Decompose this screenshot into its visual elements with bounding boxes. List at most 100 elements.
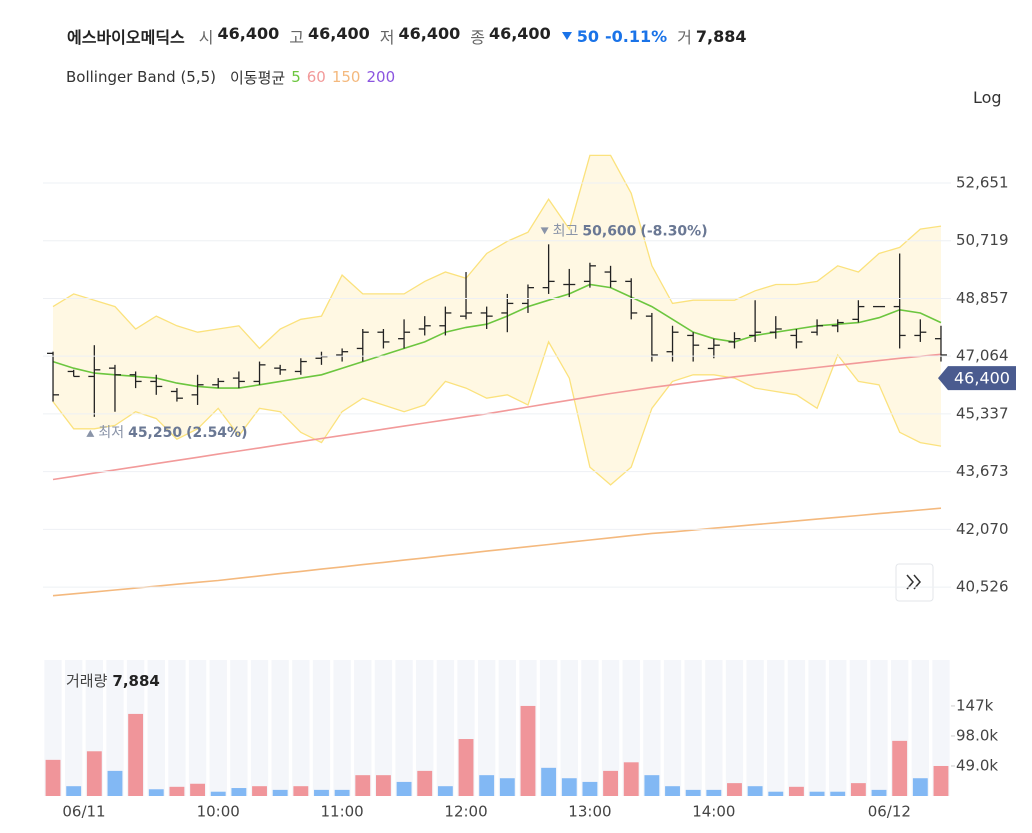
volume-column-bg [147, 660, 165, 796]
volume-column-bg [209, 660, 227, 796]
volume-bar [933, 765, 949, 796]
ma-line [52, 283, 942, 389]
volume-column-bg [684, 660, 702, 796]
volume-column-bg [292, 660, 310, 796]
down-arrow [561, 32, 572, 40]
volume-bar [479, 775, 495, 796]
volume-bar [912, 778, 928, 796]
quote-label: 고 [289, 28, 304, 47]
quote-items: 시 46,400 고 46,400 저 46,400 종 46,400 [199, 24, 561, 48]
annotation-part: 45,250 [128, 425, 182, 441]
volume-bar [850, 783, 866, 796]
volume-column-bg [65, 660, 83, 796]
x-tick-label: 06/11 [62, 803, 105, 821]
change-pct: -0.11% [604, 26, 668, 46]
volume-column-bg [601, 660, 620, 796]
annotation: 최저 45,250 (2.54%) [98, 425, 247, 441]
volume-column-bg [271, 660, 289, 796]
stock-name: 에스바이오메딕스 [67, 28, 185, 47]
volume-bar [86, 751, 102, 796]
volume-bar [107, 770, 123, 796]
volume-bar [665, 786, 680, 796]
volume-column-bg [911, 660, 929, 796]
annotation-part: 최저 [98, 425, 124, 441]
volume-bar [727, 783, 742, 796]
annotation-arrow [540, 227, 549, 235]
scroll-button[interactable] [895, 563, 934, 602]
volume-column-bg [333, 660, 351, 796]
y-tick-label: 43,673 [956, 462, 1009, 480]
ma-line [52, 507, 942, 597]
y-tick-label: 48,857 [956, 289, 1009, 307]
volume-bar [768, 791, 784, 796]
quote-value: 46,400 [307, 24, 370, 43]
volume-value: 7,884 [695, 26, 747, 46]
x-tick-label: 10:00 [197, 803, 240, 821]
volume-column-bg [622, 660, 640, 796]
annotation-part: (-8.30%) [640, 223, 707, 239]
volume-tick-label: 147k [956, 696, 994, 714]
volume-column-bg [478, 660, 496, 796]
volume-bar [375, 775, 391, 796]
quote-value: 46,400 [488, 24, 551, 43]
annotation-arrow [86, 429, 95, 437]
volume-column-bg [374, 660, 393, 796]
volume-bar [623, 762, 639, 796]
volume-bar [644, 775, 660, 796]
y-tick-label: 50,719 [956, 231, 1009, 249]
x-tick-label: 13:00 [568, 803, 611, 821]
quote-label: 저 [379, 28, 395, 47]
volume-bar [685, 789, 701, 796]
volume-column-bg [436, 660, 455, 796]
volume-label: 거 [677, 28, 692, 47]
volume-bar [871, 789, 887, 796]
volume-bar [809, 791, 825, 796]
y-tick-label: 47,064 [956, 347, 1009, 365]
bollinger-lower [52, 340, 942, 486]
volume-column-bg [188, 660, 207, 796]
volume-bar [603, 770, 619, 796]
volume-column-bg [560, 660, 578, 796]
ma-legend-entry: 200 [366, 68, 396, 86]
volume-column-bg [643, 660, 661, 796]
y-tick-label: 40,526 [956, 578, 1009, 596]
volume-bar [706, 789, 722, 796]
volume-bar [830, 791, 846, 796]
volume-tick-label: 98.0k [956, 726, 998, 744]
quote-label: 시 [198, 28, 214, 47]
volume-column-bg [168, 660, 186, 796]
volume-bar [788, 786, 804, 796]
y-tick-label: 45,337 [956, 404, 1009, 422]
volume-bar [148, 789, 164, 796]
volume-bar [561, 778, 577, 796]
x-tick-label: 06/12 [868, 803, 911, 821]
annotation-part: 50,600 [582, 223, 636, 239]
volume-column-bg [725, 660, 744, 796]
volume-bar [334, 789, 350, 796]
volume-column-bg [849, 660, 868, 796]
volume-bar [231, 788, 247, 796]
legend: Bollinger Band (5,5) 이동평균 5 60 150 200 [66, 66, 401, 88]
bollinger-upper [52, 154, 942, 350]
volume-bar [437, 786, 453, 796]
ma-legend-entry: 150 [331, 68, 361, 86]
quote-header: 에스바이오메딕스 시 46,400 고 46,400 저 46,400 종 46,400 50… [67, 24, 756, 48]
volume-column-bg [932, 660, 950, 796]
volume-bar [272, 789, 288, 796]
volume-bar [355, 775, 371, 796]
volume-bar [396, 781, 412, 796]
volume-column-bg [746, 660, 764, 796]
volume-column-bg [498, 660, 516, 796]
volume-column-bg [767, 660, 785, 796]
log-button[interactable]: Log [973, 88, 1002, 107]
volume-column-bg [581, 660, 599, 796]
volume-bar [45, 759, 61, 796]
price-tag [938, 366, 1016, 391]
ma-legend-entry: 60 [306, 68, 326, 86]
volume-title-label: 거래량 [66, 672, 108, 690]
volume-column-bg [250, 660, 269, 796]
volume-column-bg [663, 660, 682, 796]
quote-value: 46,400 [398, 24, 461, 43]
volume-bar [66, 786, 82, 796]
